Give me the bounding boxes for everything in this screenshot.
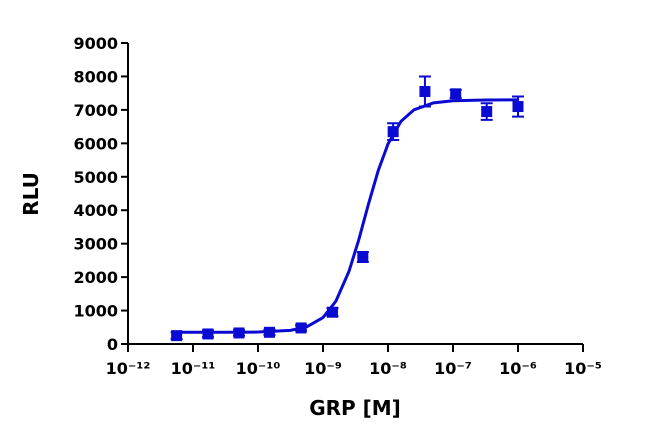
x-tick-label: 10⁻⁹ <box>304 359 342 378</box>
y-tick-label: 7000 <box>73 101 118 120</box>
y-tick-label: 1000 <box>73 302 118 321</box>
x-tick-label: 10⁻¹¹ <box>171 359 216 378</box>
data-point <box>387 126 399 138</box>
y-tick-label: 4000 <box>73 201 118 220</box>
x-tick-label: 10⁻⁵ <box>564 359 602 378</box>
x-tick-label: 10⁻¹⁰ <box>236 359 281 378</box>
x-tick-label: 10⁻⁷ <box>434 359 472 378</box>
y-tick-label: 3000 <box>73 235 118 254</box>
data-point <box>295 322 307 334</box>
x-axis-title: GRP [M] <box>309 396 401 420</box>
y-tick-label: 2000 <box>73 268 118 287</box>
data-point <box>263 326 275 338</box>
y-tick-label: 5000 <box>73 168 118 187</box>
y-axis-title: RLU <box>19 172 43 216</box>
data-point <box>450 88 462 100</box>
y-tick-label: 6000 <box>73 134 118 153</box>
fit-curve <box>176 98 519 334</box>
x-tick-label: 10⁻⁶ <box>499 359 537 378</box>
data-point <box>171 330 183 342</box>
data-point <box>419 85 431 97</box>
data-point <box>481 106 493 118</box>
data-point <box>512 101 524 113</box>
data-point <box>202 328 214 340</box>
y-tick-label: 9000 <box>73 34 118 53</box>
data-point <box>326 306 338 318</box>
y-tick-label: 0 <box>107 335 118 354</box>
y-tick-label: 8000 <box>73 67 118 86</box>
x-tick-label: 10⁻⁸ <box>369 359 407 378</box>
data-point <box>357 251 369 263</box>
x-tick-label: 10⁻¹² <box>106 359 151 378</box>
data-point <box>233 327 245 339</box>
